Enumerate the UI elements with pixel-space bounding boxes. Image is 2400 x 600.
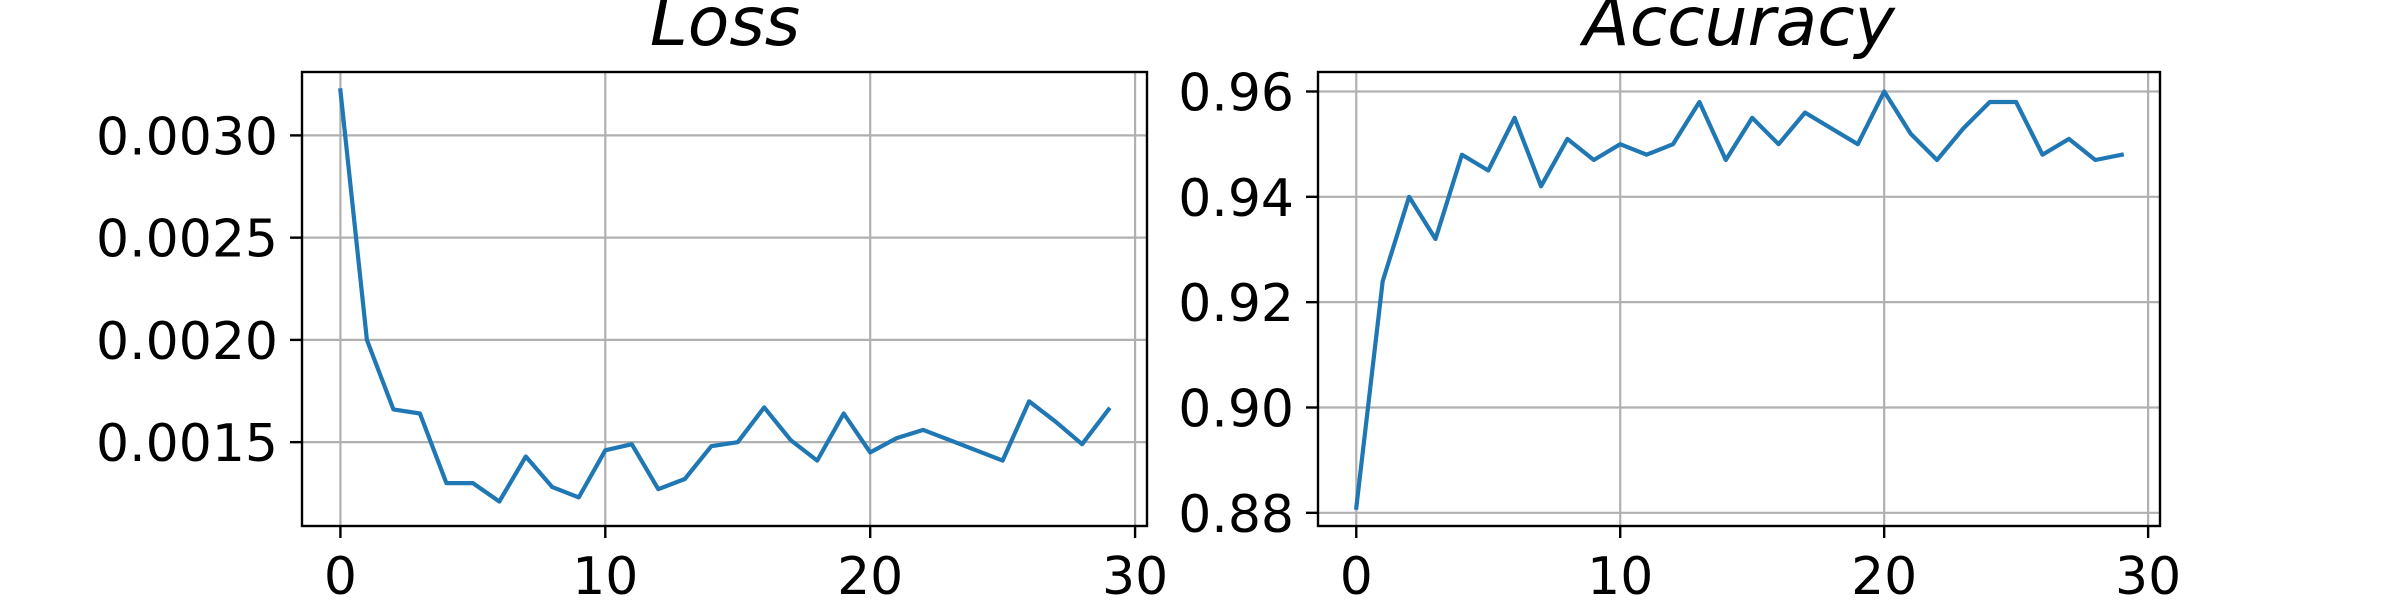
loss-xtick-label: 30 [1102, 547, 1168, 600]
loss-ytick-label: 0.0015 [96, 414, 278, 474]
loss-chart-grid [302, 72, 1147, 526]
accuracy-xtick-label: 20 [1851, 547, 1917, 600]
loss-xtick-label: 20 [837, 547, 903, 600]
loss-ytick-label: 0.0025 [96, 210, 278, 270]
loss-xtick-label: 0 [324, 547, 357, 600]
accuracy-ytick-label: 0.88 [1178, 485, 1294, 545]
loss-ytick-label: 0.0030 [96, 107, 278, 167]
accuracy-xtick-label: 10 [1587, 547, 1653, 600]
accuracy-chart-ticks: 0 10 20 30 0.88 0.90 0.92 0.94 0.96 [1178, 63, 2181, 600]
accuracy-xtick-label: 0 [1340, 547, 1373, 600]
accuracy-series-line [1353, 89, 2125, 510]
accuracy-chart: Accuracy 0 10 20 30 0.88 0.90 0.92 0.94 0.96 [1178, 0, 2181, 600]
accuracy-chart-title: Accuracy [1579, 0, 1895, 62]
accuracy-ytick-label: 0.94 [1178, 169, 1294, 229]
loss-chart-ticks: 0 10 20 30 0.0015 0.0020 0.0025 0.0030 [96, 107, 1168, 600]
loss-ytick-label: 0.0020 [96, 312, 278, 372]
loss-chart-title: Loss [650, 0, 800, 62]
accuracy-chart-grid [1318, 72, 2160, 526]
accuracy-ytick-label: 0.96 [1178, 63, 1294, 123]
loss-chart: Loss 0 10 20 30 0.0015 0.0020 0.0025 0.0030 [96, 0, 1168, 600]
loss-xtick-label: 10 [572, 547, 638, 600]
accuracy-xtick-label: 30 [2115, 547, 2181, 600]
loss-chart-frame [300, 70, 1149, 528]
accuracy-chart-frame [1316, 70, 2162, 528]
accuracy-ytick-label: 0.90 [1178, 379, 1294, 439]
accuracy-ytick-label: 0.92 [1178, 274, 1294, 334]
loss-series-line [338, 88, 1112, 504]
